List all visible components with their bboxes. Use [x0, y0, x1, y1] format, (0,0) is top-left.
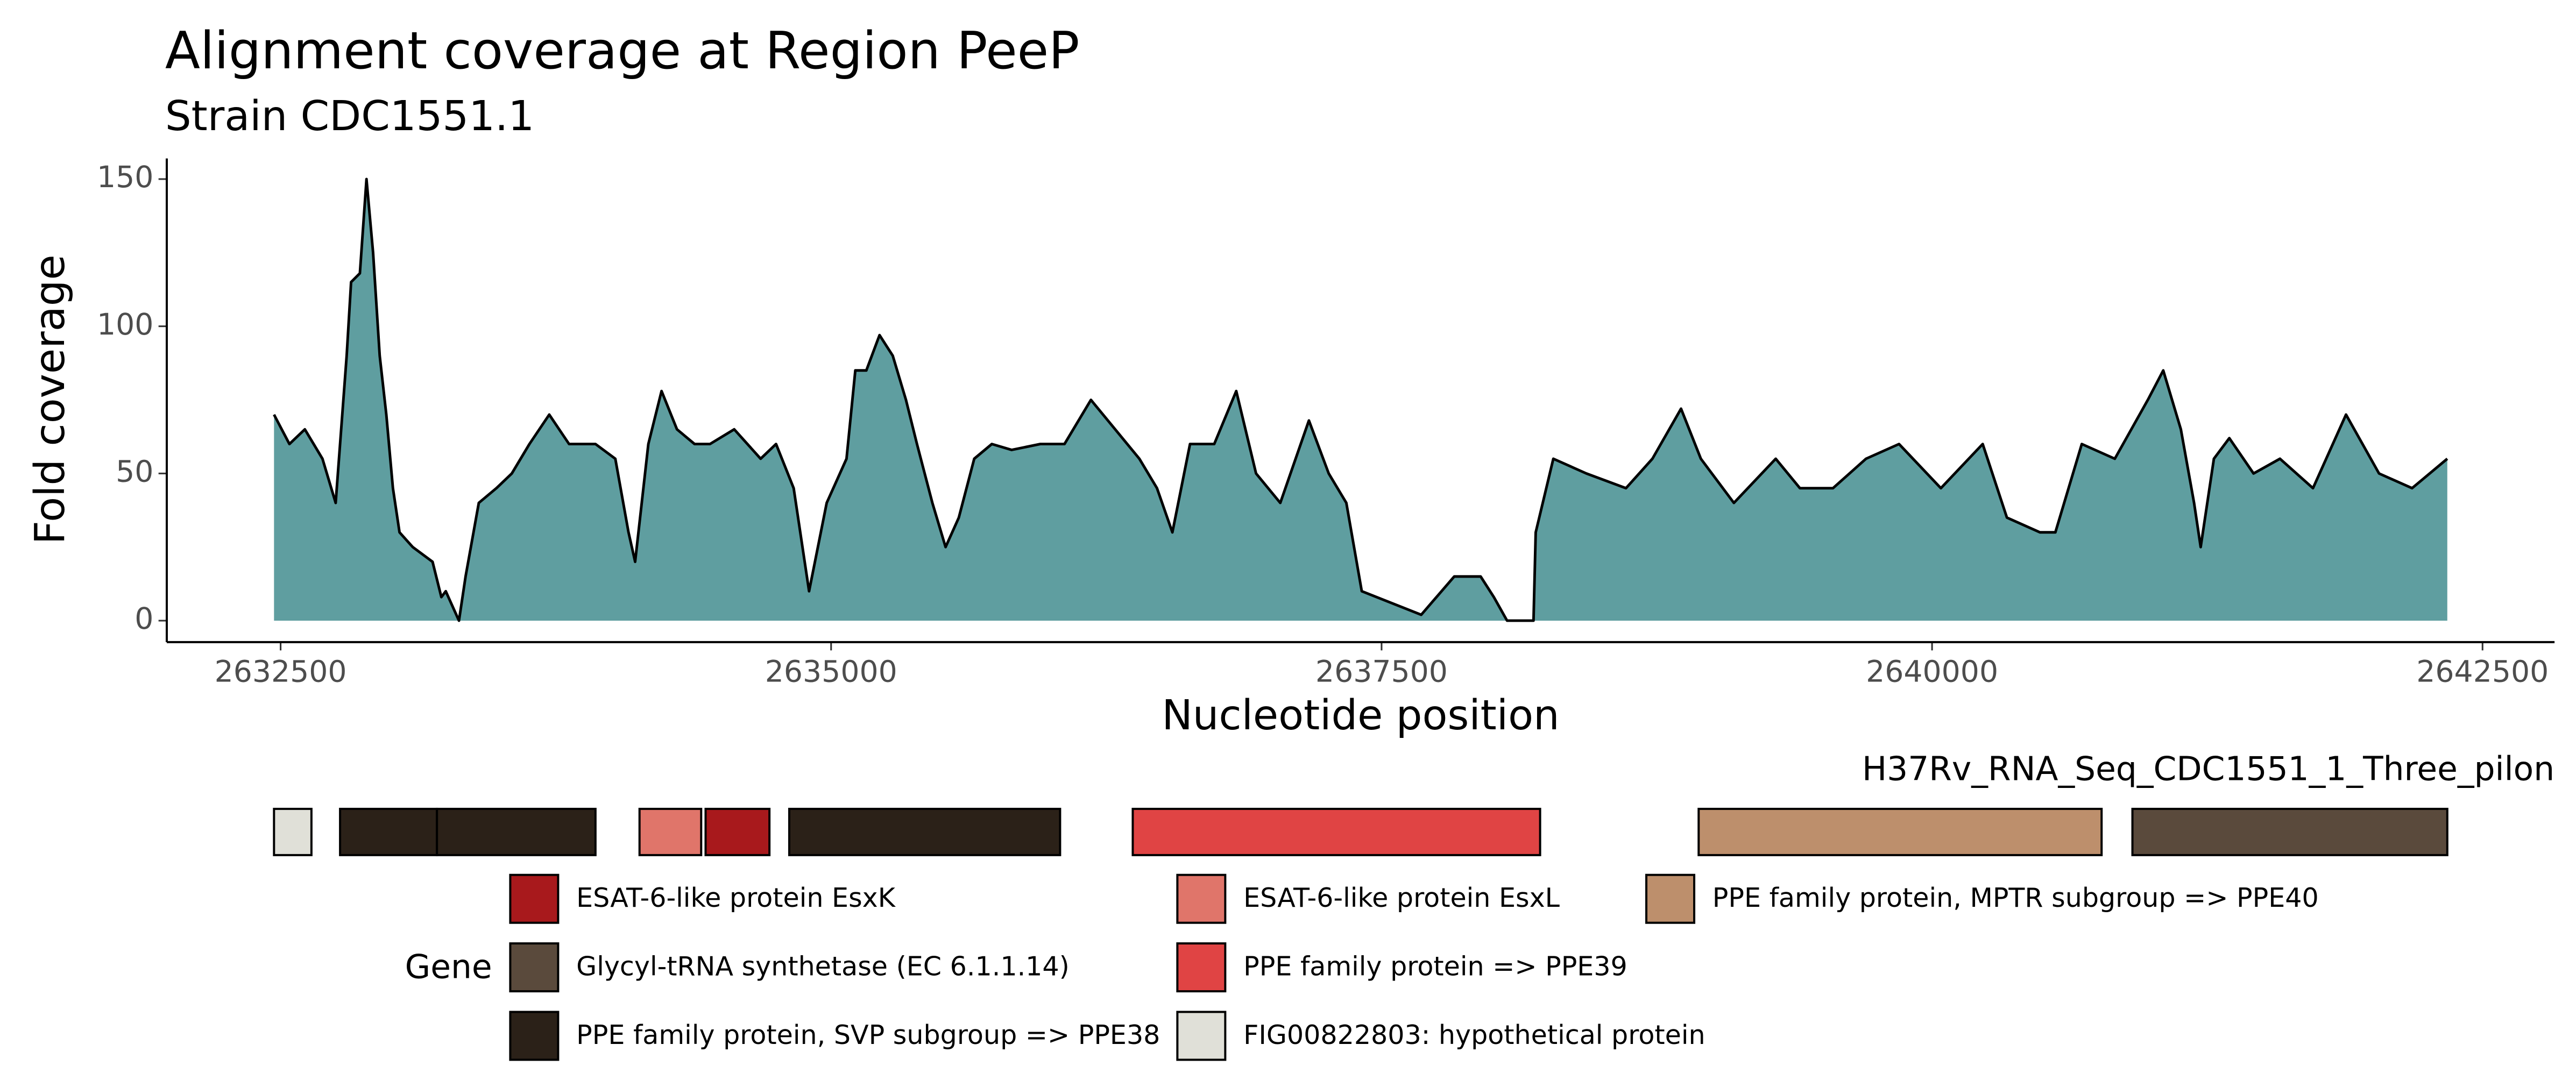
- gene-box: [339, 807, 438, 856]
- y-tick-label: 100: [97, 308, 153, 342]
- legend-swatch: [1176, 942, 1227, 993]
- gene-box: [1697, 807, 2103, 856]
- gene-box: [788, 807, 1061, 856]
- legend-title: Gene: [405, 948, 492, 986]
- y-tick-label: 150: [97, 160, 153, 195]
- coverage-line: [273, 177, 2448, 622]
- gene-box: [273, 807, 313, 856]
- y-tick-label: 50: [116, 454, 153, 489]
- legend-label: ESAT-6-like protein EsxK: [576, 882, 896, 913]
- track-label: H37Rv_RNA_Seq_CDC1551_1_Three_pilon: [1862, 750, 2554, 788]
- x-tick-label: 2635000: [765, 655, 897, 689]
- legend-swatch: [509, 1011, 560, 1061]
- x-tick-label: 2642500: [2416, 655, 2549, 689]
- x-axis-label: Nucleotide position: [1162, 692, 1559, 740]
- gene-box: [1131, 807, 1541, 856]
- legend-label: PPE family protein, SVP subgroup => PPE3…: [576, 1019, 1160, 1050]
- legend-label: PPE family protein, MPTR subgroup => PPE…: [1712, 882, 2319, 913]
- legend-label: PPE family protein => PPE39: [1243, 951, 1627, 982]
- gene-box: [704, 807, 771, 856]
- coverage-area: [274, 179, 2447, 621]
- chart-subtitle: Strain CDC1551.1: [165, 93, 534, 140]
- gene-box: [2131, 807, 2448, 856]
- y-tick-label: 0: [135, 602, 153, 636]
- legend-label: FIG00822803: hypothetical protein: [1243, 1019, 1705, 1050]
- y-axis-label: Fold coverage: [26, 254, 74, 544]
- legend-label: Glycyl-tRNA synthetase (EC 6.1.1.14): [576, 951, 1070, 982]
- x-tick-label: 2640000: [1866, 655, 1998, 689]
- legend-label: ESAT-6-like protein EsxL: [1243, 882, 1560, 913]
- x-tick-label: 2637500: [1315, 655, 1448, 689]
- legend-swatch: [1176, 1011, 1227, 1061]
- chart-title: Alignment coverage at Region PeeP: [165, 22, 1080, 81]
- x-tick-label: 2632500: [215, 655, 347, 689]
- gene-box: [638, 807, 703, 856]
- gene-box: [436, 807, 597, 856]
- legend-swatch: [509, 873, 560, 924]
- legend-swatch: [1645, 873, 1696, 924]
- legend-swatch: [1176, 873, 1227, 924]
- legend-swatch: [509, 942, 560, 993]
